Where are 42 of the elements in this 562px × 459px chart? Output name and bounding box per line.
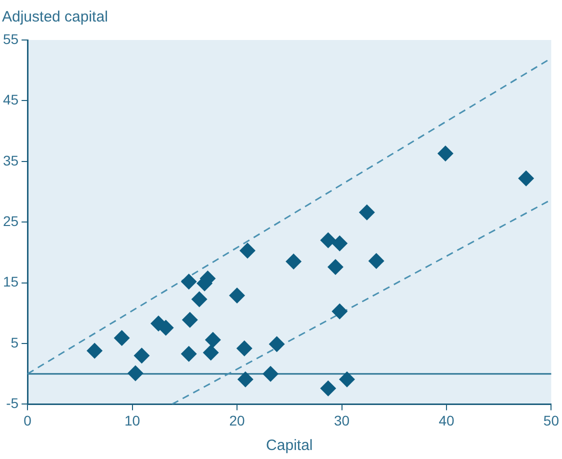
y-tick-label: 45 [2,92,19,108]
y-tick-label: -5 [6,395,19,412]
point [368,252,384,269]
point [320,232,336,248]
point [437,146,454,162]
point [332,303,348,320]
y-tick-label: 5 [10,334,19,350]
point [114,330,130,346]
x-axis-title: Capital [266,437,313,454]
point [268,336,285,352]
y-tick-label: 25 [2,212,19,229]
x-tick-label: 0 [24,412,32,428]
point [204,332,221,348]
y-tick-label: 55 [2,30,19,47]
point [327,259,344,276]
point [237,371,254,388]
point [127,365,144,382]
point [358,204,375,220]
x-tick-label: 30 [334,412,350,428]
point [286,254,302,270]
point [332,235,348,252]
point [134,348,150,364]
y-tick-label: 15 [2,274,19,290]
point [262,366,279,382]
point [191,291,208,308]
point [518,170,534,186]
x-tick-label: 40 [438,412,454,428]
point [236,340,252,356]
point [180,274,197,290]
x-tick-label: 50 [543,412,560,428]
point [180,346,197,362]
y-tick-label: 35 [2,152,19,168]
point [240,242,256,259]
x-tick-label: 10 [124,412,140,428]
point [338,371,355,388]
point [229,288,246,304]
point [320,380,336,396]
point [182,312,198,328]
x-tick-label: 20 [229,412,246,428]
point [202,344,219,361]
y-axis-title: Adjusted capital [2,8,108,26]
point [86,342,103,359]
